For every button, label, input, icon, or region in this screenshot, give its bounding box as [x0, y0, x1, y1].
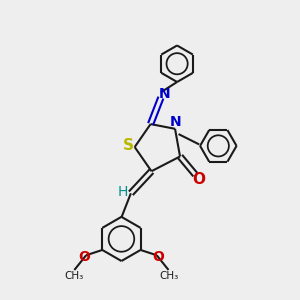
Text: O: O — [79, 250, 91, 264]
Text: S: S — [123, 138, 134, 153]
Text: CH₃: CH₃ — [159, 272, 178, 281]
Text: N: N — [170, 115, 182, 129]
Text: H: H — [117, 185, 128, 199]
Text: N: N — [159, 87, 170, 101]
Text: CH₃: CH₃ — [65, 272, 84, 281]
Text: O: O — [192, 172, 205, 187]
Text: O: O — [152, 250, 164, 264]
